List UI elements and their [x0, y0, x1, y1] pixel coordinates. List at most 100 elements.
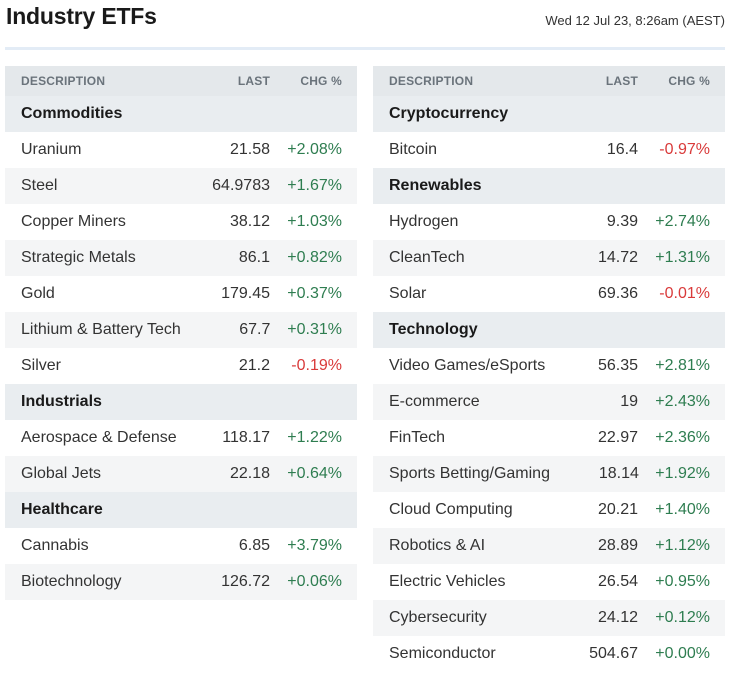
last-price: 69.36 [597, 285, 638, 302]
etf-name[interactable]: Bitcoin [389, 141, 438, 158]
etf-name[interactable]: Copper Miners [21, 213, 126, 230]
etf-row[interactable]: Biotechnology 126.72 +0.06% [5, 564, 357, 600]
change-percent: +1.12% [655, 537, 710, 554]
last-price: 67.7 [239, 321, 271, 338]
etf-name[interactable]: Hydrogen [389, 213, 459, 230]
etf-table-left: DESCRIPTION LAST CHG % Commodities Uraniu… [5, 66, 357, 600]
last-price: 6.85 [238, 537, 270, 554]
etf-row[interactable]: Electric Vehicles 26.54 +0.95% [373, 564, 725, 600]
etf-row[interactable]: CleanTech 14.72 +1.31% [373, 240, 725, 276]
etf-row[interactable]: Sports Betting/Gaming 18.14 +1.92% [373, 456, 725, 492]
column-header-description: DESCRIPTION [389, 74, 474, 88]
last-updated-timestamp: Wed 12 Jul 23, 8:26am (AEST) [545, 13, 725, 28]
etf-name[interactable]: E-commerce [389, 393, 480, 410]
etf-name[interactable]: Global Jets [21, 465, 102, 482]
etf-name[interactable]: Electric Vehicles [389, 573, 506, 590]
etf-row[interactable]: E-commerce 19 +2.43% [373, 384, 725, 420]
etf-row[interactable]: Steel 64.9783 +1.67% [5, 168, 357, 204]
change-percent: -0.97% [659, 141, 710, 158]
last-price: 18.14 [598, 465, 639, 482]
page-title: Industry ETFs [6, 3, 157, 29]
category-row: Industrials [5, 384, 357, 420]
change-percent: +2.74% [655, 213, 710, 230]
etf-name[interactable]: Uranium [21, 141, 82, 158]
etf-row[interactable]: Aerospace & Defense 118.17 +1.22% [5, 420, 357, 456]
table-header: DESCRIPTION LAST CHG % [5, 66, 357, 96]
etf-name[interactable]: Sports Betting/Gaming [389, 465, 550, 482]
etf-name[interactable]: Lithium & Battery Tech [21, 321, 181, 338]
category-label: Cryptocurrency [389, 105, 509, 122]
category-label: Technology [389, 321, 478, 338]
last-price: 28.89 [597, 537, 638, 554]
etf-row[interactable]: Copper Miners 38.12 +1.03% [5, 204, 357, 240]
etf-name[interactable]: Biotechnology [21, 573, 122, 590]
change-percent: +1.22% [287, 429, 342, 446]
etf-name[interactable]: FinTech [389, 429, 446, 446]
last-price: 21.2 [238, 357, 270, 374]
etf-name[interactable]: Gold [21, 285, 55, 302]
change-percent: +0.37% [287, 285, 342, 302]
etf-row[interactable]: Hydrogen 9.39 +2.74% [373, 204, 725, 240]
change-percent: +2.36% [655, 429, 710, 446]
last-price: 19 [620, 393, 638, 410]
change-percent: +2.08% [287, 141, 342, 158]
etf-row[interactable]: Lithium & Battery Tech 67.7 +0.31% [5, 312, 357, 348]
etf-row[interactable]: Semiconductor 504.67 +0.00% [373, 636, 725, 672]
etf-name[interactable]: Semiconductor [389, 645, 496, 662]
change-percent: -0.19% [291, 357, 342, 374]
last-price: 56.35 [597, 357, 638, 374]
change-percent: +1.03% [287, 213, 342, 230]
category-label: Renewables [389, 177, 482, 194]
last-price: 38.12 [229, 213, 270, 230]
change-percent: +0.95% [655, 573, 710, 590]
etf-name[interactable]: Strategic Metals [21, 249, 136, 266]
change-percent: +2.43% [655, 393, 710, 410]
etf-name[interactable]: Steel [21, 177, 58, 194]
etf-row[interactable]: Bitcoin 16.4 -0.97% [373, 132, 725, 168]
etf-row[interactable]: Uranium 21.58 +2.08% [5, 132, 357, 168]
change-percent: +0.00% [655, 645, 710, 662]
etf-row[interactable]: Silver 21.2 -0.19% [5, 348, 357, 384]
etf-table-right: DESCRIPTION LAST CHG % Cryptocurrency Bit… [373, 66, 725, 672]
last-price: 20.21 [597, 501, 638, 518]
change-percent: +2.81% [655, 357, 710, 374]
etf-row[interactable]: Cannabis 6.85 +3.79% [5, 528, 357, 564]
category-label: Commodities [21, 105, 123, 122]
change-percent: +3.79% [287, 537, 342, 554]
table-body: Commodities Uranium 21.58 +2.08% Steel 64.978… [5, 96, 357, 600]
etf-name[interactable]: Silver [21, 357, 62, 374]
last-price: 16.4 [606, 141, 638, 158]
etf-name[interactable]: Cybersecurity [389, 609, 487, 626]
etf-row[interactable]: Cybersecurity 24.12 +0.12% [373, 600, 725, 636]
table-header: DESCRIPTION LAST CHG % [373, 66, 725, 96]
last-price: 179.45 [221, 285, 270, 302]
change-percent: +0.82% [287, 249, 342, 266]
change-percent: +1.92% [655, 465, 710, 482]
etf-name[interactable]: Cannabis [21, 537, 89, 554]
etf-row[interactable]: FinTech 22.97 +2.36% [373, 420, 725, 456]
change-percent: +0.64% [287, 465, 342, 482]
etf-name[interactable]: Cloud Computing [389, 501, 513, 518]
category-row: Commodities [5, 96, 357, 132]
etf-name[interactable]: Solar [389, 285, 427, 302]
etf-row[interactable]: Solar 69.36 -0.01% [373, 276, 725, 312]
etf-row[interactable]: Gold 179.45 +0.37% [5, 276, 357, 312]
last-price: 24.12 [597, 609, 638, 626]
etf-name[interactable]: Robotics & AI [389, 537, 486, 554]
last-price: 9.39 [606, 213, 638, 230]
etf-row[interactable]: Global Jets 22.18 +0.64% [5, 456, 357, 492]
change-percent: +1.67% [287, 177, 342, 194]
last-price: 64.9783 [212, 177, 270, 194]
category-row: Healthcare [5, 492, 357, 528]
etf-name[interactable]: CleanTech [389, 249, 465, 266]
last-price: 126.72 [221, 573, 270, 590]
etf-row[interactable]: Strategic Metals 86.1 +0.82% [5, 240, 357, 276]
etf-name[interactable]: Video Games/eSports [389, 357, 546, 374]
last-price: 21.58 [229, 141, 270, 158]
etf-row[interactable]: Video Games/eSports 56.35 +2.81% [373, 348, 725, 384]
last-price: 14.72 [597, 249, 638, 266]
etf-name[interactable]: Aerospace & Defense [21, 429, 177, 446]
etf-row[interactable]: Cloud Computing 20.21 +1.40% [373, 492, 725, 528]
last-price: 22.18 [229, 465, 270, 482]
etf-row[interactable]: Robotics & AI 28.89 +1.12% [373, 528, 725, 564]
